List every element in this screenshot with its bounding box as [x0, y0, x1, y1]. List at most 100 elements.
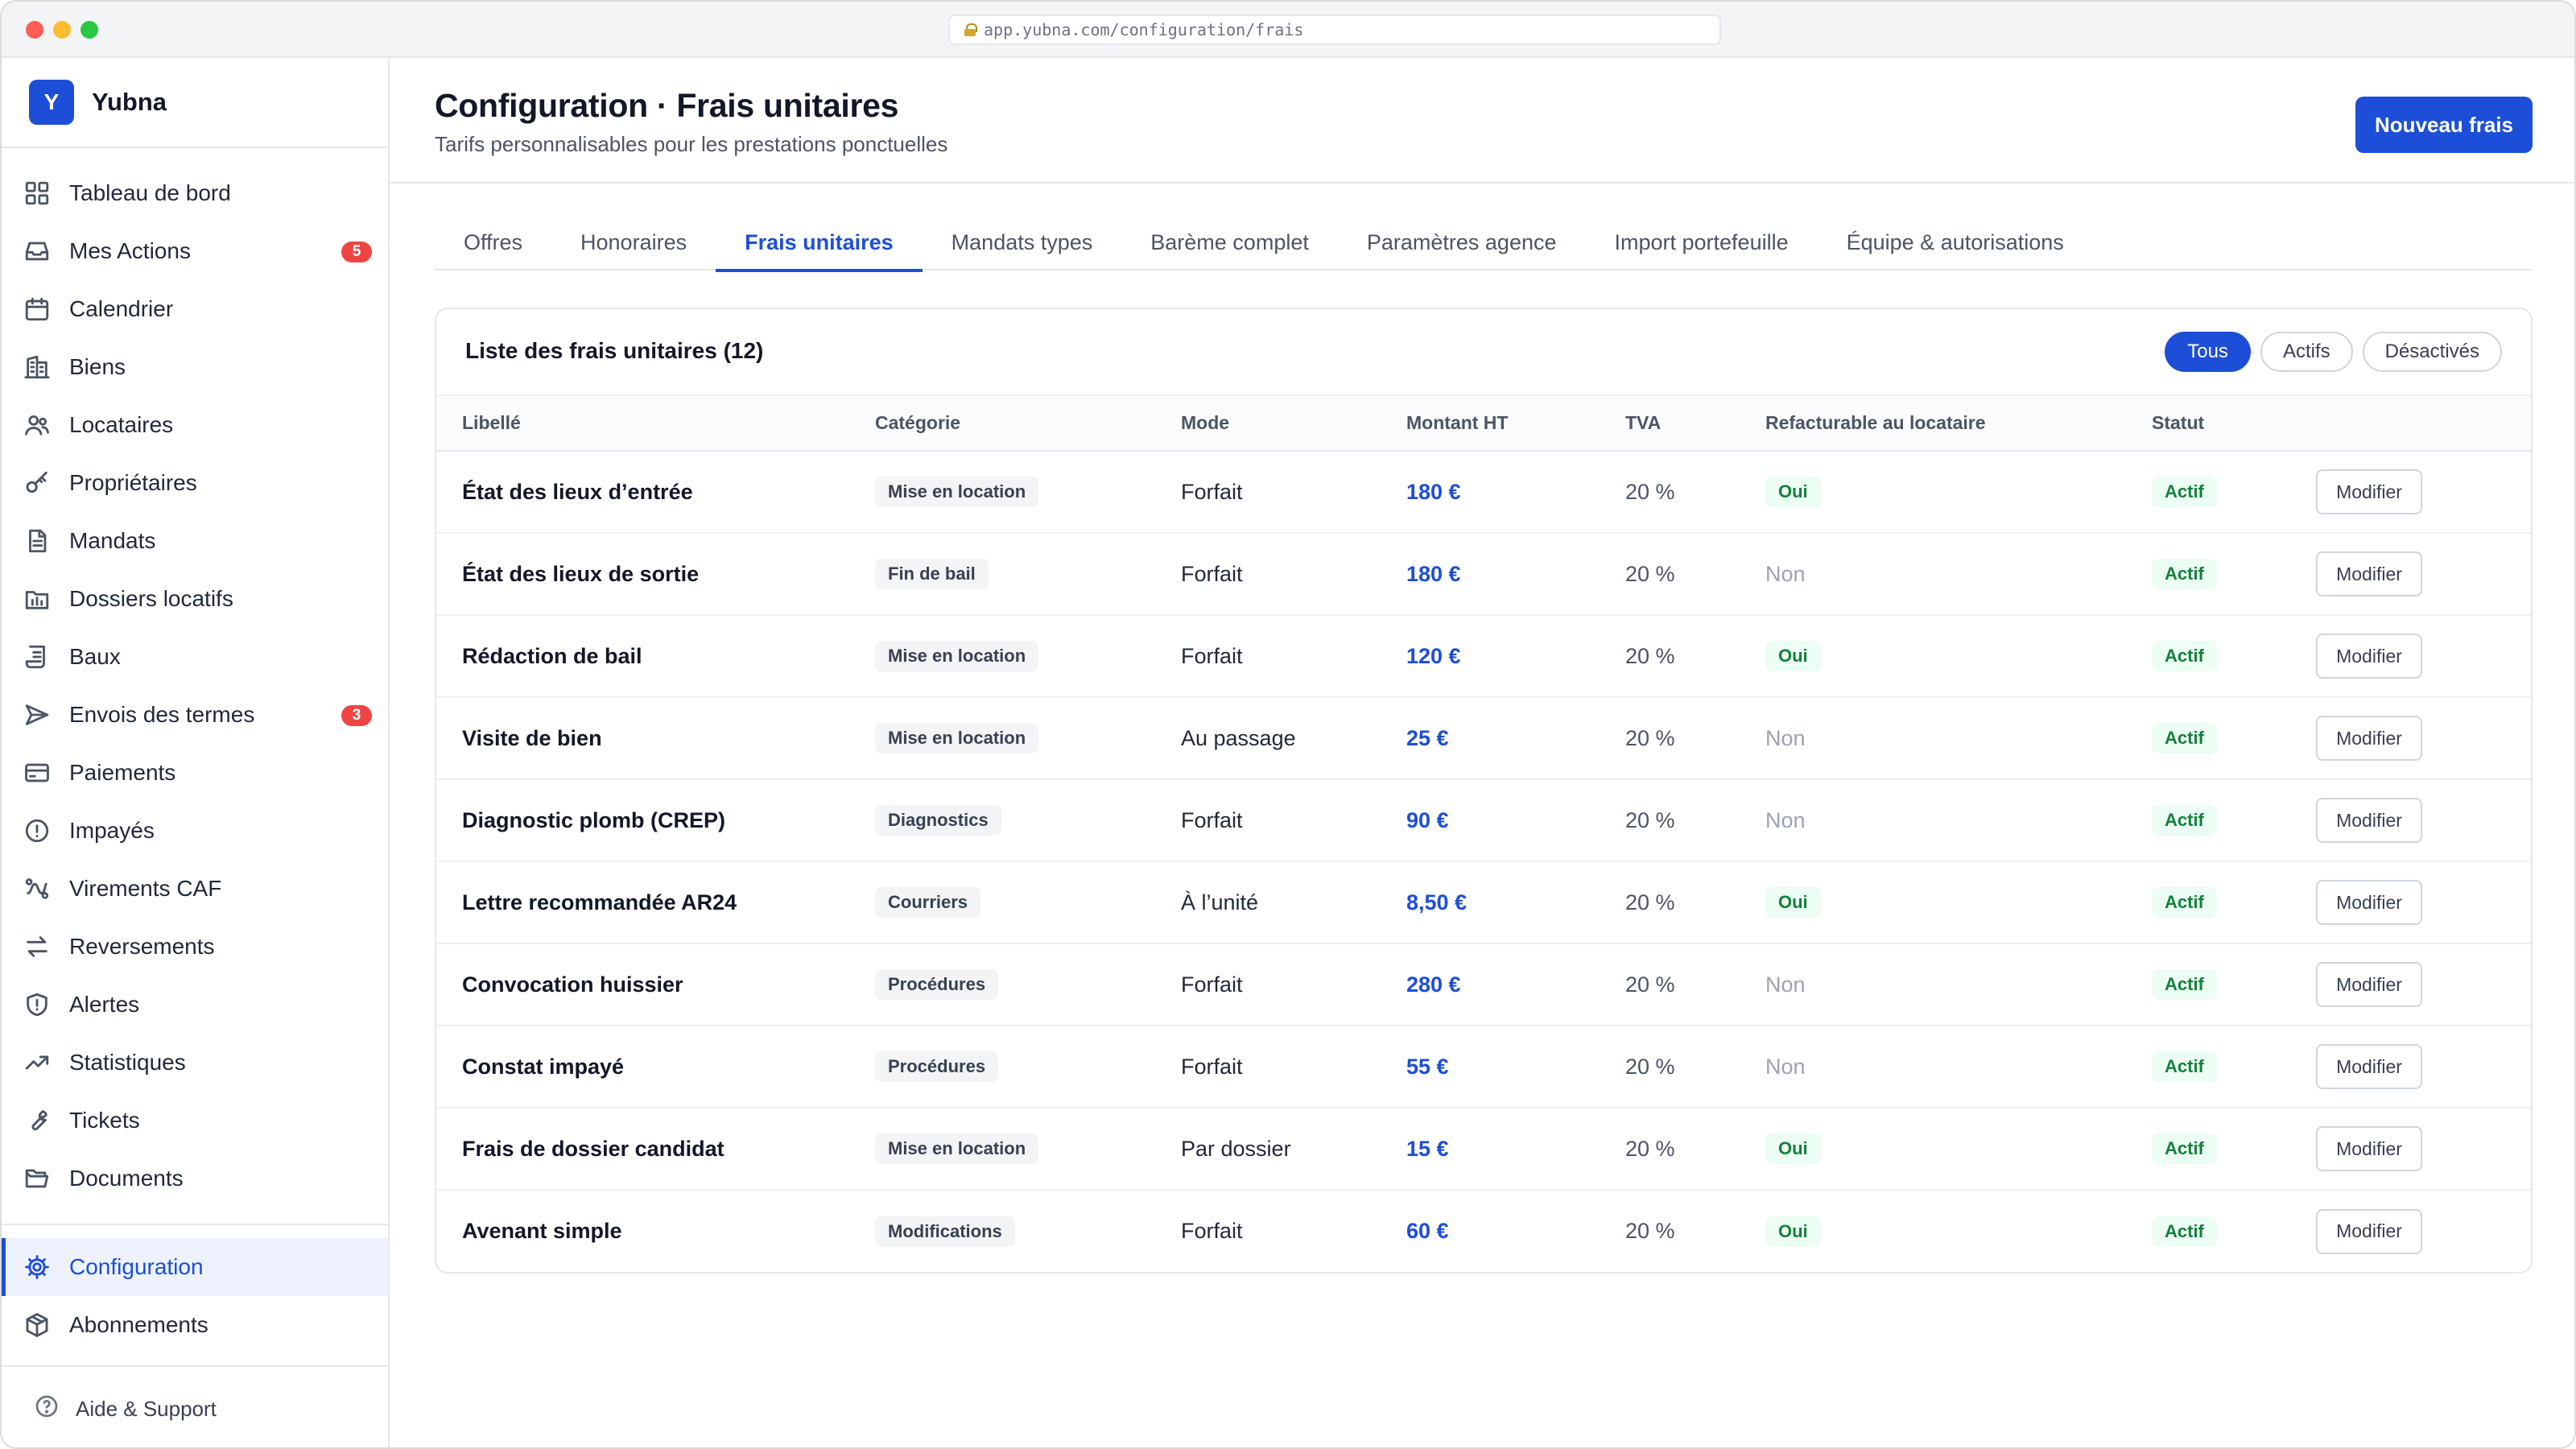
status-badge: Actif — [2152, 559, 2217, 589]
brand[interactable]: Y Yubna — [2, 58, 388, 148]
column-header-tva[interactable]: TVA — [1625, 396, 1765, 452]
sidebar-item-tableau-de-bord[interactable]: Tableau de bord — [2, 164, 388, 222]
column-header-statut[interactable]: Statut — [2152, 396, 2316, 452]
document-icon — [23, 526, 52, 555]
address-bar[interactable]: app.yubna.com/configuration/frais — [948, 14, 1721, 45]
fee-vat: 20 % — [1625, 479, 1675, 504]
column-header-montant[interactable]: Montant HT — [1406, 396, 1625, 452]
table-row[interactable]: État des lieux de sortie Fin de bail Forfa… — [436, 533, 2531, 616]
dashboard-icon — [23, 179, 52, 208]
minimize-window-button[interactable] — [53, 21, 71, 39]
sidebar-item-abonnements[interactable]: Abonnements — [2, 1296, 388, 1354]
fees-card: Liste des frais unitaires (12) Tous Actif… — [435, 308, 2533, 1274]
folder-open-icon — [23, 1164, 52, 1193]
sidebar-item-label: Calendrier — [69, 296, 174, 321]
edit-button[interactable]: Modifier — [2316, 962, 2422, 1007]
table-row[interactable]: Avenant simple Modifications Forfait 60 € 20… — [436, 1190, 2531, 1272]
sidebar-item-locataires[interactable]: Locataires — [2, 396, 388, 454]
fees-list-title: Liste des frais unitaires (12) — [465, 338, 764, 363]
filter-actifs[interactable]: Actifs — [2260, 332, 2353, 372]
edit-button[interactable]: Modifier — [2316, 798, 2422, 843]
column-header-libelle[interactable]: Libellé — [436, 396, 875, 452]
box-icon — [23, 1311, 52, 1340]
help-support-link[interactable]: Aide & Support — [2, 1365, 388, 1447]
sidebar-item-label: Paiements — [69, 760, 176, 785]
fee-vat: 20 % — [1625, 561, 1675, 586]
tab-honoraires[interactable]: Honoraires — [580, 230, 687, 254]
maximize-window-button[interactable] — [80, 21, 98, 39]
table-row[interactable]: Frais de dossier candidat Mise en locatio… — [436, 1108, 2531, 1191]
sidebar-item-label: Virements CAF — [69, 876, 222, 901]
sidebar-item-biens[interactable]: Biens — [2, 338, 388, 396]
fee-mode: Forfait — [1181, 479, 1243, 504]
table-row[interactable]: Constat impayé Procédures Forfait 55 € 20 % N… — [436, 1026, 2531, 1108]
fee-mode: Forfait — [1181, 807, 1243, 832]
sidebar-item-documents[interactable]: Documents — [2, 1150, 388, 1208]
sidebar-item-alertes[interactable]: Alertes — [2, 976, 388, 1034]
sidebar-item-reversements[interactable]: Reversements — [2, 918, 388, 976]
sidebar-item-paiements[interactable]: Paiements — [2, 744, 388, 802]
sidebar-item-statistiques[interactable]: Statistiques — [2, 1034, 388, 1092]
refacturable-text: Non — [1765, 725, 1806, 750]
column-header-refacturable[interactable]: Refacturable au locataire — [1765, 396, 2152, 452]
edit-button[interactable]: Modifier — [2316, 551, 2422, 597]
fee-vat: 20 % — [1625, 890, 1675, 914]
tab-bareme-complet[interactable]: Barème complet — [1150, 230, 1309, 254]
sidebar-item-label: Tableau de bord — [69, 180, 231, 205]
edit-button[interactable]: Modifier — [2316, 1044, 2422, 1089]
sidebar-item-proprietaires[interactable]: Propriétaires — [2, 454, 388, 512]
tab-import-portefeuille[interactable]: Import portefeuille — [1614, 230, 1789, 254]
table-row[interactable]: Convocation huissier Procédures Forfait 280… — [436, 943, 2531, 1026]
shield-icon — [23, 990, 52, 1019]
fee-mode: Forfait — [1181, 1219, 1243, 1243]
notification-badge: 3 — [341, 705, 372, 726]
fee-vat: 20 % — [1625, 1136, 1675, 1161]
sidebar-item-impayes[interactable]: Impayés — [2, 802, 388, 860]
filter-desactives[interactable]: Désactivés — [2362, 332, 2502, 372]
sidebar-item-virements-caf[interactable]: Virements CAF — [2, 860, 388, 918]
sidebar-item-dossiers-locatifs[interactable]: Dossiers locatifs — [2, 570, 388, 628]
edit-button[interactable]: Modifier — [2316, 1208, 2422, 1254]
tab-mandats-types[interactable]: Mandats types — [951, 230, 1093, 254]
fee-mode: Par dossier — [1181, 1136, 1291, 1161]
fee-amount: 90 € — [1406, 807, 1449, 832]
column-header-categorie[interactable]: Catégorie — [875, 396, 1181, 452]
filter-tous[interactable]: Tous — [2165, 332, 2251, 372]
edit-button[interactable]: Modifier — [2316, 880, 2422, 925]
fee-label: Constat impayé — [462, 1054, 625, 1079]
sidebar-item-calendrier[interactable]: Calendrier — [2, 280, 388, 338]
fee-vat: 20 % — [1625, 643, 1675, 668]
edit-button[interactable]: Modifier — [2316, 716, 2422, 761]
sidebar-item-baux[interactable]: Baux — [2, 628, 388, 686]
table-row[interactable]: État des lieux d’entrée Mise en location F… — [436, 451, 2531, 534]
edit-button[interactable]: Modifier — [2316, 1126, 2422, 1171]
sidebar-item-mandats[interactable]: Mandats — [2, 512, 388, 570]
edit-button[interactable]: Modifier — [2316, 634, 2422, 679]
sidebar-item-label: Documents — [69, 1166, 184, 1191]
edit-button[interactable]: Modifier — [2316, 469, 2422, 514]
sidebar-item-mes-actions[interactable]: Mes Actions 5 — [2, 222, 388, 280]
sidebar-item-label: Dossiers locatifs — [69, 586, 233, 611]
sidebar-item-tickets[interactable]: Tickets — [2, 1092, 388, 1150]
sidebar-item-label: Mes Actions — [69, 238, 191, 263]
table-row[interactable]: Rédaction de bail Mise en location Forfait… — [436, 615, 2531, 698]
fee-amount: 180 € — [1406, 479, 1461, 504]
tab-offres[interactable]: Offres — [464, 230, 523, 254]
table-row[interactable]: Visite de bien Mise en location Au passage… — [436, 697, 2531, 780]
building-icon — [23, 353, 52, 382]
new-fee-button[interactable]: Nouveau frais — [2355, 97, 2533, 153]
table-row[interactable]: Diagnostic plomb (CREP) Diagnostics Forfai… — [436, 779, 2531, 862]
sidebar-item-configuration[interactable]: Configuration — [2, 1238, 388, 1296]
url-text: app.yubna.com/configuration/frais — [984, 20, 1304, 39]
close-window-button[interactable] — [26, 21, 43, 39]
table-row[interactable]: Lettre recommandée AR24 Courriers À l’unit… — [436, 861, 2531, 944]
sidebar-item-envois-des-termes[interactable]: Envois des termes 3 — [2, 686, 388, 744]
column-header-mode[interactable]: Mode — [1181, 396, 1406, 452]
tab-frais-unitaires[interactable]: Frais unitaires — [716, 222, 923, 272]
tab-parametres-agence[interactable]: Paramètres agence — [1366, 230, 1557, 254]
fee-label: Rédaction de bail — [462, 643, 642, 668]
alert-circle-icon — [23, 816, 52, 845]
tab-equipe-autorisations[interactable]: Équipe & autorisations — [1846, 230, 2064, 254]
refacturable-badge: Oui — [1765, 477, 1821, 507]
